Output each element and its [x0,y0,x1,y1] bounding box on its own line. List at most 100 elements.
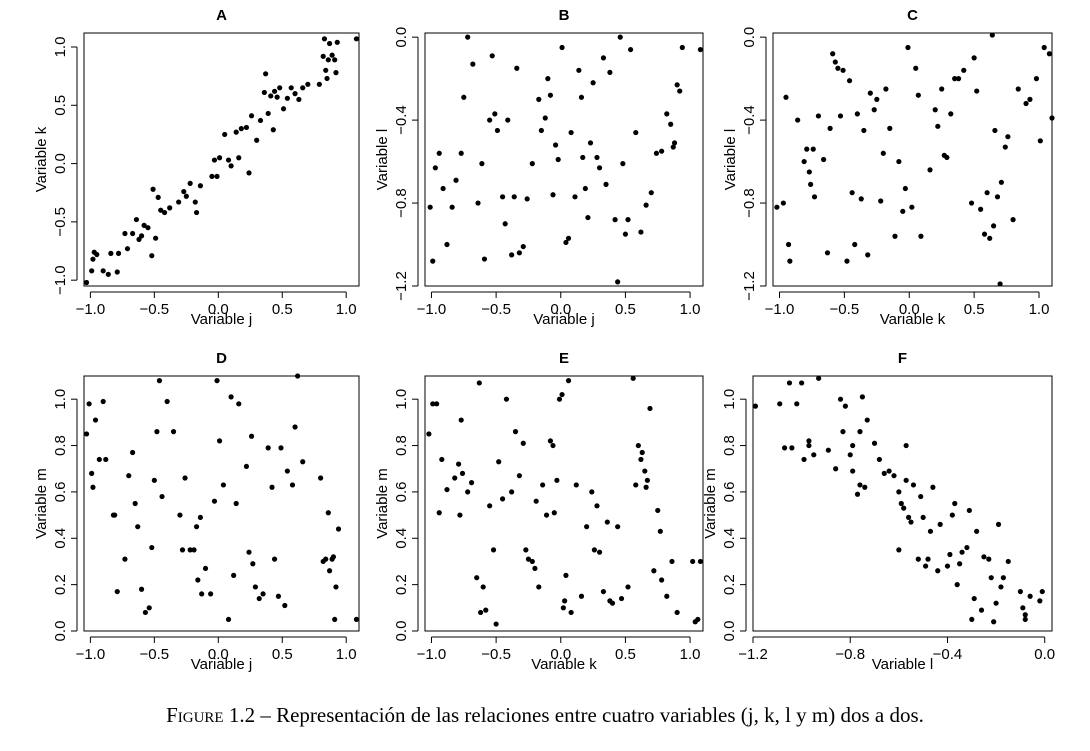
x-tick-label: 0.5 [272,301,293,318]
data-point [974,88,980,94]
data-point [236,401,242,407]
data-point [214,173,220,180]
data-point [333,584,339,590]
data-point [900,208,906,214]
data-point [142,609,148,616]
data-point [529,161,535,167]
data-point [618,595,625,602]
data-point [556,396,563,402]
data-point [981,554,987,560]
y-tick-label: 0.6 [52,481,69,502]
data-point [108,250,114,256]
caption-text: – Representación de las relaciones entre… [255,703,924,727]
data-point [536,96,542,102]
y-tick-label: 1.0 [721,389,738,410]
data-point [516,250,522,256]
data-point [94,251,100,258]
x-tick-label: 0.0 [550,646,571,663]
data-point [835,65,841,71]
data-point [837,396,844,402]
y-tick-label: −1.2 [741,271,758,301]
y-tick-label: −0.8 [741,188,758,218]
panel-title: A [216,7,227,24]
data-point [90,484,96,490]
data-point [816,375,822,381]
data-point [329,52,335,58]
data-point [114,269,120,275]
data-point [954,582,960,588]
y-tick-label: −0.4 [393,105,410,135]
data-point [620,161,626,167]
data-point [444,241,450,248]
y-tick-label: 0.4 [52,528,69,549]
data-point [114,588,120,595]
data-point [806,438,812,444]
y-tick-label: 1.0 [52,37,69,58]
data-point [150,186,156,192]
data-point [801,158,807,165]
data-point [83,431,90,437]
data-point [808,181,814,187]
data-point [560,605,566,611]
data-point [115,250,122,256]
data-point [968,200,975,206]
data-point [578,94,585,100]
data-point [876,456,883,463]
data-point [638,456,644,463]
data-point [225,157,232,163]
data-point [1023,100,1029,107]
data-point [880,150,886,156]
x-tick-label: 0.5 [272,646,293,663]
y-tick-label: 0.0 [741,27,758,48]
data-point [648,190,654,196]
data-point [657,528,663,534]
x-tick-label: 0.0 [899,301,920,318]
data-point [857,482,863,488]
data-point [280,106,287,112]
data-point [499,194,506,200]
data-point [167,205,173,211]
data-point [752,403,759,409]
data-point [786,380,793,386]
data-point [653,150,660,156]
data-point [457,512,463,518]
y-tick-label: −1.2 [393,271,410,301]
data-point [265,110,271,117]
data-point [122,556,128,562]
data-point [964,544,970,551]
data-point [671,140,678,146]
data-point [596,549,603,555]
data-point [274,94,280,100]
data-point [638,229,644,235]
data-point [1033,76,1040,82]
data-point [440,185,446,192]
data-point [679,44,685,51]
data-point [248,433,255,439]
data-point [238,126,244,132]
data-point [910,482,917,488]
x-tick-label: −1.0 [417,646,447,663]
data-point [995,521,1002,527]
data-point [524,196,530,202]
data-point [903,442,909,449]
data-point [825,447,831,453]
data-point [659,148,665,154]
data-point [295,373,301,379]
data-point [126,473,132,479]
data-point [625,584,631,590]
plot-frame [424,375,704,632]
data-point [170,429,177,435]
data-point [944,154,950,161]
data-point [935,123,941,129]
data-point [642,468,648,474]
x-tick-label: −0.5 [481,301,511,318]
x-tick-label: 1.0 [1029,301,1050,318]
data-point [871,440,878,446]
y-tick-label: 0.6 [721,481,738,502]
data-point [543,512,550,518]
data-point [191,547,197,553]
data-point [458,150,464,156]
data-point [193,209,200,216]
panel-title: C [907,7,918,24]
